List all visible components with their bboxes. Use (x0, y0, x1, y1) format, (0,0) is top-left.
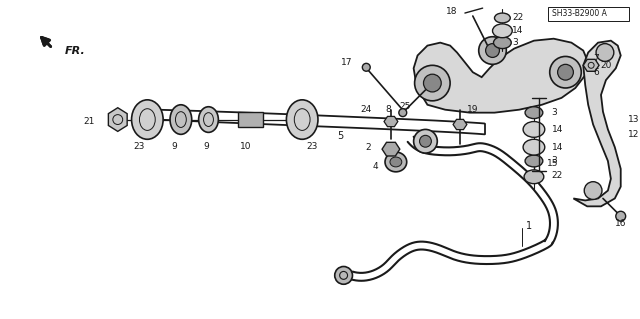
Ellipse shape (390, 157, 402, 167)
Text: 25: 25 (399, 102, 411, 111)
Text: 24: 24 (360, 105, 371, 114)
Text: 12: 12 (628, 130, 639, 139)
Text: 1: 1 (526, 221, 532, 231)
Circle shape (616, 211, 626, 221)
Text: 18: 18 (445, 7, 457, 16)
Text: 7: 7 (593, 54, 599, 63)
Polygon shape (108, 108, 127, 131)
Ellipse shape (495, 13, 510, 23)
Ellipse shape (198, 107, 218, 132)
Ellipse shape (493, 37, 511, 48)
Ellipse shape (493, 24, 512, 38)
Polygon shape (238, 112, 263, 128)
Text: 8: 8 (385, 105, 391, 114)
Polygon shape (413, 39, 588, 113)
Text: 6: 6 (593, 68, 599, 77)
Ellipse shape (523, 122, 545, 137)
Polygon shape (573, 41, 621, 206)
Circle shape (415, 65, 450, 101)
Circle shape (413, 130, 437, 153)
Text: SH33-B2900 A: SH33-B2900 A (552, 9, 607, 18)
Text: 22: 22 (552, 171, 563, 180)
Text: 14: 14 (512, 26, 524, 35)
Circle shape (335, 266, 353, 284)
Ellipse shape (524, 170, 544, 184)
Text: 3: 3 (552, 157, 557, 166)
Text: 4: 4 (372, 162, 378, 171)
Circle shape (424, 74, 441, 92)
Text: 10: 10 (240, 142, 252, 151)
Text: 14: 14 (552, 125, 563, 134)
Text: 13: 13 (628, 115, 639, 124)
Circle shape (486, 44, 499, 57)
Ellipse shape (132, 100, 163, 139)
Circle shape (479, 37, 506, 64)
Ellipse shape (153, 109, 161, 121)
Text: 9: 9 (171, 142, 177, 151)
Circle shape (420, 135, 431, 147)
Text: 9: 9 (204, 142, 209, 151)
Text: 22: 22 (512, 13, 524, 22)
Ellipse shape (170, 105, 192, 134)
Ellipse shape (523, 139, 545, 155)
Circle shape (596, 44, 614, 61)
Text: 15: 15 (547, 160, 558, 168)
Circle shape (557, 64, 573, 80)
Ellipse shape (525, 155, 543, 167)
Text: 2: 2 (365, 143, 371, 152)
Circle shape (550, 56, 581, 88)
Ellipse shape (287, 100, 318, 139)
Circle shape (362, 63, 370, 71)
Text: 14: 14 (552, 143, 563, 152)
Text: 20: 20 (600, 61, 611, 70)
Polygon shape (583, 59, 599, 71)
Text: 21: 21 (84, 117, 95, 126)
Text: FR.: FR. (65, 47, 85, 56)
Polygon shape (382, 142, 400, 156)
Text: 23: 23 (134, 142, 145, 151)
Polygon shape (453, 119, 467, 130)
Circle shape (399, 109, 406, 117)
Ellipse shape (525, 107, 543, 119)
Ellipse shape (385, 152, 406, 172)
Text: 3: 3 (552, 108, 557, 117)
Text: 17: 17 (341, 58, 353, 67)
Polygon shape (384, 116, 398, 127)
Text: 19: 19 (467, 105, 478, 114)
Text: 3: 3 (512, 38, 518, 47)
Circle shape (584, 182, 602, 199)
Text: 23: 23 (307, 142, 317, 151)
Text: 5: 5 (337, 131, 343, 141)
Text: 16: 16 (615, 219, 627, 228)
